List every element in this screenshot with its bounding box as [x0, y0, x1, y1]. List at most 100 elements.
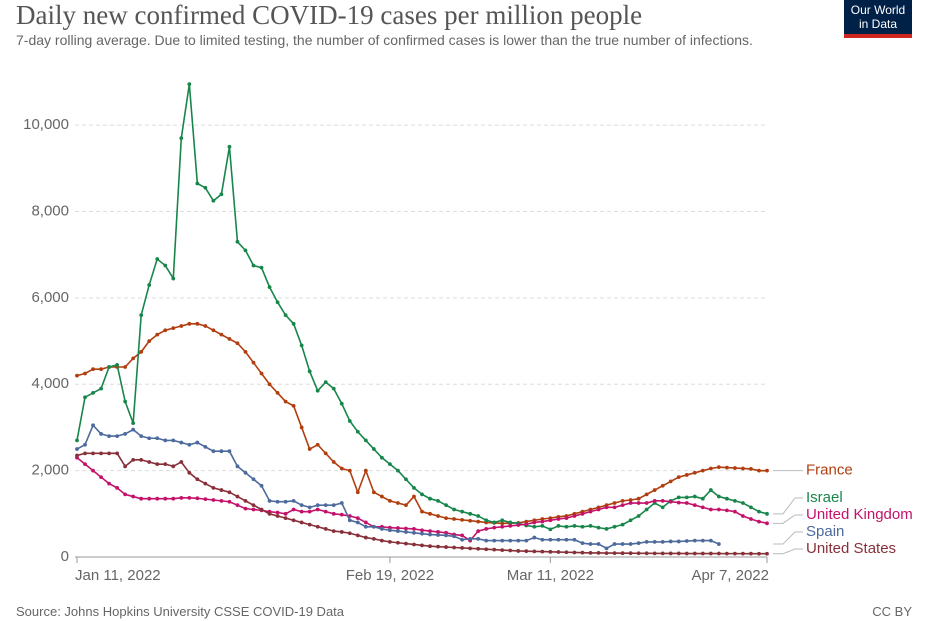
data-point — [107, 365, 111, 369]
data-point — [363, 535, 368, 540]
data-point — [396, 540, 400, 545]
data-point — [660, 505, 665, 510]
data-point — [371, 524, 376, 529]
data-point — [676, 551, 681, 556]
data-point — [83, 371, 87, 376]
data-point — [636, 514, 641, 518]
data-point — [524, 549, 529, 554]
data-point — [243, 498, 248, 503]
data-point — [604, 551, 609, 556]
data-point — [612, 505, 617, 510]
data-point — [444, 545, 448, 549]
data-point — [267, 498, 272, 503]
data-point — [508, 524, 513, 528]
data-point — [331, 503, 336, 508]
legend-label: United Kingdom — [806, 506, 913, 523]
data-point — [299, 503, 304, 508]
data-point — [171, 496, 176, 501]
data-point — [468, 536, 473, 541]
data-point — [339, 401, 344, 406]
data-point — [620, 551, 625, 556]
license[interactable]: CC BY — [872, 604, 912, 619]
data-point — [283, 399, 288, 404]
y-tick-label: 6,000 — [31, 289, 69, 306]
data-point — [420, 509, 424, 514]
data-point — [291, 321, 296, 326]
data-point — [540, 519, 545, 524]
data-point — [460, 537, 465, 542]
data-point — [91, 468, 95, 473]
data-point — [436, 498, 440, 503]
data-point — [131, 427, 136, 432]
data-point — [307, 509, 312, 514]
data-point — [355, 429, 360, 434]
data-point — [564, 516, 569, 521]
data-point — [339, 466, 344, 471]
data-point — [347, 531, 352, 536]
data-point — [492, 520, 497, 525]
data-point — [492, 547, 497, 552]
data-point — [75, 453, 79, 458]
data-point — [379, 527, 384, 531]
data-point — [468, 546, 473, 551]
legend-connector — [773, 548, 803, 555]
data-point — [628, 518, 633, 523]
data-point — [131, 421, 136, 426]
data-point — [532, 535, 537, 540]
data-point — [139, 313, 144, 318]
data-point — [371, 447, 376, 451]
data-point — [436, 530, 440, 534]
logo[interactable]: Our World in Data — [844, 0, 912, 38]
data-point — [684, 495, 689, 500]
data-point — [420, 492, 424, 497]
data-point — [404, 526, 408, 531]
data-point — [267, 511, 272, 516]
data-point — [275, 300, 280, 305]
data-point — [91, 451, 95, 456]
data-point — [283, 511, 288, 516]
data-point — [500, 548, 505, 552]
data-point — [572, 550, 577, 555]
data-point — [388, 528, 392, 533]
data-point — [147, 283, 152, 287]
data-point — [404, 503, 408, 508]
source-note: Source: Johns Hopkins University CSSE CO… — [16, 604, 345, 619]
data-point — [749, 517, 753, 521]
data-point — [604, 546, 609, 551]
data-point — [299, 509, 304, 514]
data-point — [500, 518, 505, 523]
data-point — [235, 503, 240, 508]
data-point — [283, 516, 288, 521]
data-point — [644, 501, 649, 505]
data-point — [203, 444, 208, 449]
data-point — [700, 551, 705, 556]
data-point — [139, 349, 144, 354]
data-point — [684, 501, 689, 505]
y-tick-label: 0 — [61, 548, 69, 565]
data-point — [444, 516, 448, 521]
data-point — [275, 499, 280, 504]
data-point — [283, 499, 288, 504]
data-point — [620, 503, 625, 508]
data-point — [323, 527, 328, 531]
data-point — [652, 551, 657, 556]
data-point — [243, 248, 248, 253]
x-tick-label: Mar 11, 2022 — [507, 567, 594, 584]
data-point — [195, 496, 200, 501]
data-point — [99, 432, 103, 436]
data-point — [75, 373, 79, 378]
data-point — [315, 503, 320, 508]
data-point — [371, 536, 376, 541]
data-point — [733, 509, 737, 514]
data-point — [396, 529, 400, 533]
data-point — [123, 399, 128, 404]
data-point — [396, 468, 400, 473]
data-point — [444, 503, 448, 508]
data-point — [187, 470, 192, 475]
data-point — [460, 533, 465, 538]
data-point — [452, 517, 456, 521]
data-point — [291, 498, 296, 503]
data-point — [676, 539, 681, 544]
data-point — [700, 538, 705, 543]
chart: 0 2,000 4,000 6,000 8,000 10,000 Jan 11, 2022 F… — [23, 82, 913, 584]
